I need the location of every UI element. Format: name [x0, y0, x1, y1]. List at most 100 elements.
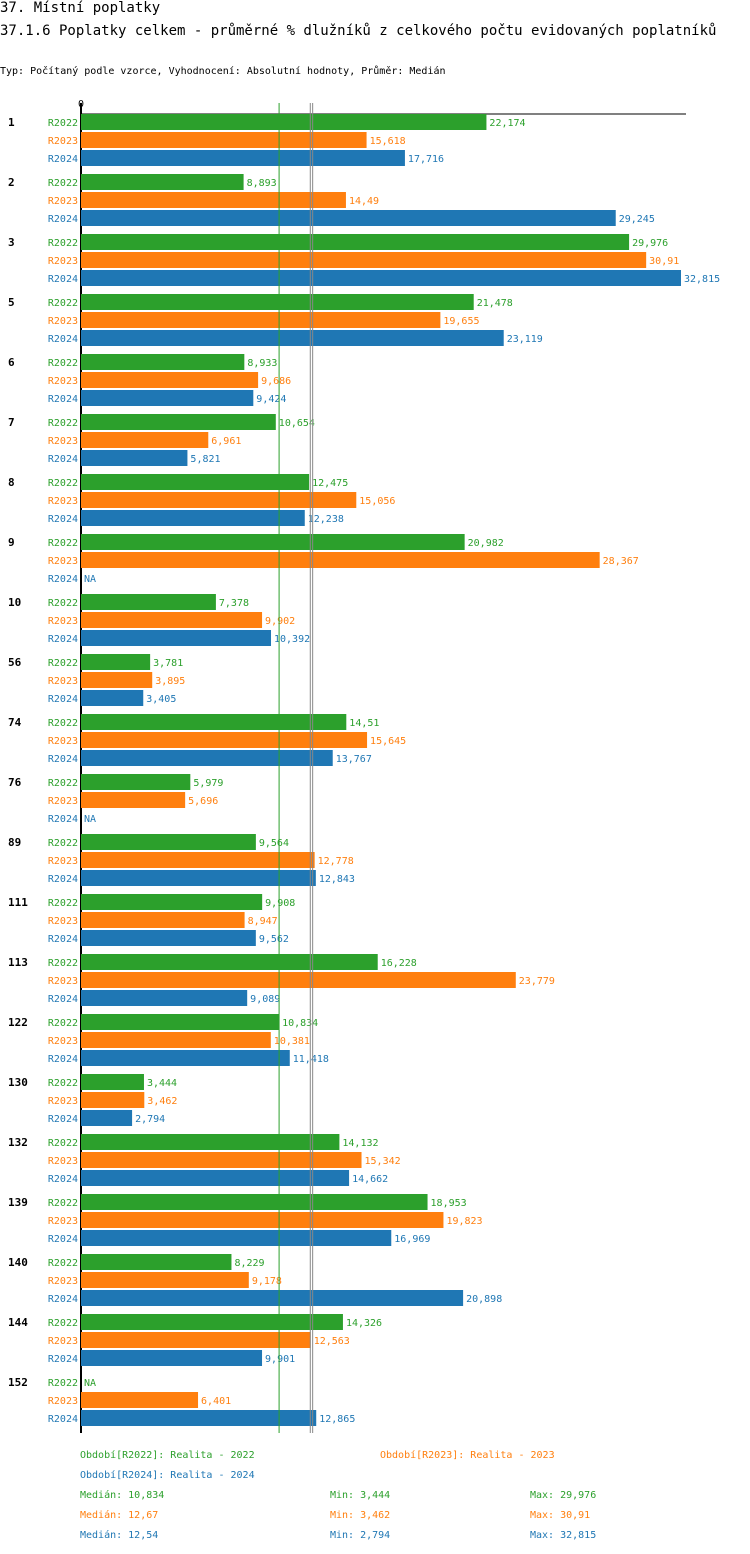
series-label: R2023	[48, 196, 78, 207]
data-label: 12,865	[319, 1414, 355, 1425]
median-r2022: Medián: 10,834	[80, 1490, 165, 1501]
bar-R2023	[81, 432, 209, 448]
series-label: R2022	[48, 1198, 78, 1209]
series-label: R2023	[48, 1336, 78, 1347]
legend-r2023: Období[R2023]: Realita - 2023	[380, 1450, 555, 1461]
bar-R2023	[81, 1272, 249, 1288]
series-label: R2024	[48, 994, 78, 1005]
series-label: R2022	[48, 1018, 78, 1029]
data-label: 9,424	[256, 394, 286, 405]
bar-R2024	[81, 1290, 464, 1306]
category-label: 76	[8, 776, 22, 789]
series-label: R2022	[48, 838, 78, 849]
category-label: 5	[8, 296, 15, 309]
bar-R2022	[81, 714, 347, 730]
series-label: R2024	[48, 694, 78, 705]
bar-R2024	[81, 150, 405, 166]
na-label: NA	[84, 814, 96, 825]
min-r2022: Min: 3,444	[330, 1490, 391, 1501]
data-label: 30,91	[649, 256, 679, 267]
section-title: 37. Místní poplatky	[0, 0, 161, 16]
bar-R2022	[81, 534, 465, 550]
series-label: R2022	[48, 958, 78, 969]
legend-r2024: Období[R2024]: Realita - 2024	[80, 1470, 255, 1481]
series-label: R2024	[48, 1174, 78, 1185]
series-label: R2022	[48, 178, 78, 189]
data-label: 23,119	[507, 334, 543, 345]
data-label: 16,228	[381, 958, 417, 969]
min-r2024: Min: 2,794	[330, 1530, 391, 1541]
category-label: 89	[8, 836, 21, 849]
series-label: R2023	[48, 256, 78, 267]
series-label: R2024	[48, 814, 78, 825]
series-label: R2022	[48, 1138, 78, 1149]
data-label: 32,815	[684, 274, 720, 285]
bar-R2024	[81, 1170, 350, 1186]
bar-R2023	[81, 1212, 444, 1228]
data-label: 9,089	[250, 994, 280, 1005]
data-label: 9,564	[259, 838, 289, 849]
series-label: R2022	[48, 718, 78, 729]
category-label: 113	[8, 956, 28, 969]
bar-R2024	[81, 630, 272, 646]
bar-R2023	[81, 1332, 311, 1348]
bar-R2022	[81, 114, 487, 130]
series-label: R2023	[48, 1036, 78, 1047]
data-label: 8,229	[234, 1258, 264, 1269]
series-label: R2023	[48, 1396, 78, 1407]
data-label: 12,778	[318, 856, 354, 867]
na-label: NA	[84, 1378, 96, 1389]
data-label: 12,563	[314, 1336, 350, 1347]
series-label: R2024	[48, 754, 78, 765]
series-label: R2024	[48, 934, 78, 945]
bar-R2024	[81, 330, 504, 346]
data-label: 9,562	[259, 934, 289, 945]
series-label: R2023	[48, 1276, 78, 1287]
data-label: 7,378	[219, 598, 249, 609]
series-label: R2024	[48, 874, 78, 885]
data-label: 22,174	[489, 118, 525, 129]
data-label: 11,418	[293, 1054, 329, 1065]
series-label: R2024	[48, 514, 78, 525]
data-label: 15,056	[359, 496, 395, 507]
data-label: 3,781	[153, 658, 183, 669]
bar-chart: 01R202222,174R202315,618R202417,7162R202…	[8, 99, 720, 1433]
series-label: R2023	[48, 436, 78, 447]
bar-R2023	[81, 312, 441, 328]
bar-R2024	[81, 990, 248, 1006]
data-label: 5,821	[190, 454, 220, 465]
series-label: R2023	[48, 736, 78, 747]
bar-R2023	[81, 372, 259, 388]
series-label: R2022	[48, 658, 78, 669]
category-label: 74	[8, 716, 22, 729]
data-label: 15,342	[365, 1156, 401, 1167]
category-label: 122	[8, 1016, 28, 1029]
bar-R2022	[81, 1134, 340, 1150]
data-label: 15,645	[370, 736, 406, 747]
series-label: R2023	[48, 556, 78, 567]
series-label: R2024	[48, 214, 78, 225]
data-label: 14,326	[346, 1318, 382, 1329]
data-label: 8,893	[247, 178, 277, 189]
series-label: R2023	[48, 376, 78, 387]
bar-R2024	[81, 750, 333, 766]
data-label: 9,908	[265, 898, 295, 909]
bar-R2022	[81, 174, 244, 190]
bar-R2022	[81, 294, 474, 310]
bar-R2024	[81, 870, 316, 886]
data-label: 10,381	[274, 1036, 310, 1047]
bar-R2023	[81, 852, 315, 868]
series-label: R2022	[48, 478, 78, 489]
series-label: R2022	[48, 898, 78, 909]
data-label: 3,444	[147, 1078, 177, 1089]
bar-R2023	[81, 792, 186, 808]
series-label: R2023	[48, 796, 78, 807]
series-label: R2022	[48, 118, 78, 129]
series-label: R2024	[48, 1294, 78, 1305]
data-label: 10,392	[274, 634, 310, 645]
series-label: R2022	[48, 238, 78, 249]
bar-R2022	[81, 1074, 144, 1090]
series-label: R2024	[48, 1114, 78, 1125]
bar-R2023	[81, 1392, 199, 1408]
bar-R2023	[81, 552, 600, 568]
